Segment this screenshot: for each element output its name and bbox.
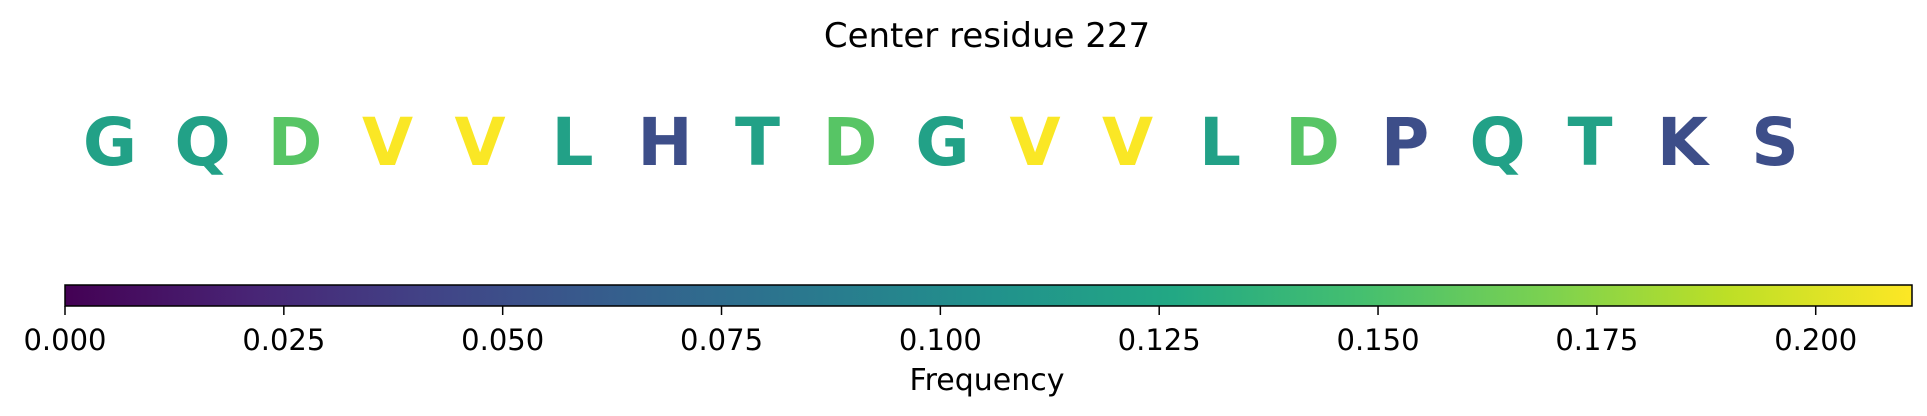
colorbar: 0.000 0.025 0.050 0.075 0.100 0.125 0.150 0.175… bbox=[23, 284, 1913, 398]
residue-letter: P bbox=[1381, 104, 1429, 181]
colorbar-tick-label: 0.150 bbox=[1337, 323, 1420, 357]
colorbar-tick-label: 0.025 bbox=[242, 323, 325, 357]
residue-letter: Q bbox=[174, 104, 230, 181]
residue-letter: G bbox=[915, 104, 969, 181]
residue-letter: S bbox=[1751, 104, 1799, 181]
residue-letter: K bbox=[1657, 104, 1711, 181]
colorbar-label: Frequency bbox=[910, 363, 1065, 398]
colorbar-tick-label: 0.075 bbox=[680, 323, 763, 357]
residue-letter: D bbox=[823, 104, 878, 181]
residue-letter: V bbox=[1102, 104, 1153, 181]
residue-letter: D bbox=[268, 104, 323, 181]
residue-letter: V bbox=[362, 104, 413, 181]
residue-letter: L bbox=[1199, 104, 1241, 181]
colorbar-tick-label: 0.100 bbox=[899, 323, 982, 357]
colorbar-tick-label: 0.050 bbox=[461, 323, 544, 357]
colorbar-gradient bbox=[64, 284, 1913, 307]
residue-letter: L bbox=[551, 104, 593, 181]
colorbar-tick-label: 0.175 bbox=[1555, 323, 1638, 357]
residue-letter: V bbox=[1009, 104, 1060, 181]
residue-letter: D bbox=[1285, 104, 1340, 181]
chart-title: Center residue 227 bbox=[824, 16, 1150, 56]
residue-letter: T bbox=[1567, 104, 1612, 181]
residue-letter: H bbox=[637, 104, 692, 181]
residue-letter: V bbox=[454, 104, 505, 181]
residue-letter: G bbox=[83, 104, 137, 181]
residue-letter: Q bbox=[1469, 104, 1525, 181]
colorbar-tick-label: 0.000 bbox=[23, 323, 106, 357]
colorbar-ticks: 0.000 0.025 0.050 0.075 0.100 0.125 0.150 0.175… bbox=[23, 306, 1857, 357]
residue-letter: T bbox=[735, 104, 780, 181]
colorbar-tick-label: 0.125 bbox=[1118, 323, 1201, 357]
colorbar-tick-label: 0.200 bbox=[1774, 323, 1857, 357]
